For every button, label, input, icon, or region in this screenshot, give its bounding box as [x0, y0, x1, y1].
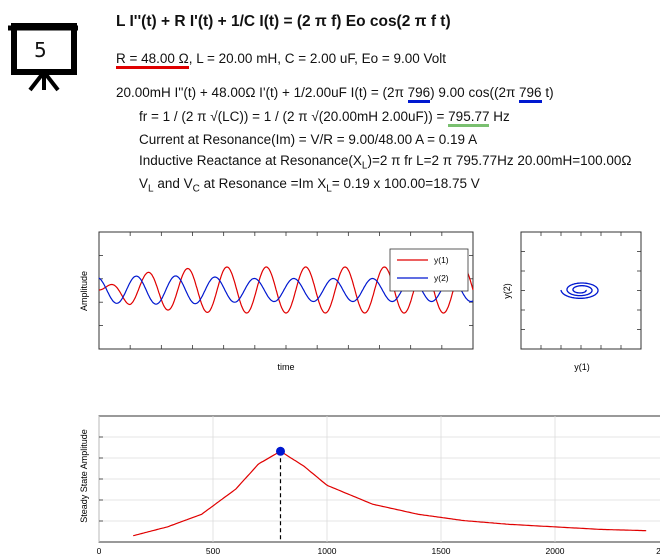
- fr-unit: Hz: [489, 109, 510, 124]
- phase-plot-ticks: [520, 231, 642, 350]
- time-plot-xlabel: time: [277, 362, 294, 372]
- time-plot: y(1) y(2) Amplitude time: [79, 231, 474, 372]
- eq-text-2: ) 9.00 cos((2π: [430, 85, 520, 100]
- parameters-rest: , L = 20.00 mH, C = 2.00 uF, Eo = 9.00 V…: [188, 51, 447, 66]
- resonance-frequency-line: fr = 1 / (2 π √(LC)) = 1 / (2 π √(20.00m…: [139, 109, 510, 127]
- resonance-xtick-label: 2000: [546, 546, 565, 556]
- frequency-value-1[interactable]: 796: [407, 85, 431, 103]
- resonance-xtick-label: 2500: [656, 546, 660, 556]
- volt-mid: and V: [153, 176, 193, 191]
- volt-sub-1: L: [148, 183, 154, 195]
- phase-plot-frame: [520, 231, 642, 350]
- resonance-xtick-label: 0: [97, 546, 102, 556]
- legend-y1-label: y(1): [434, 255, 449, 265]
- time-plot-ticks: [98, 231, 474, 350]
- volt-sub-2: C: [192, 183, 200, 195]
- current-line: Current at Resonance(Im) = V/R = 9.00/48…: [139, 132, 478, 147]
- resonance-curve: [133, 450, 647, 537]
- fr-label: fr = 1 / (2 π √(LC)) = 1 / (2 π √(20.00m…: [139, 109, 449, 124]
- slide-number: 5: [34, 38, 47, 62]
- phase-plot: y(2) y(1): [502, 231, 642, 372]
- resonance-xtick-label: 1500: [432, 546, 451, 556]
- volt-sub-3: L: [326, 183, 332, 195]
- volt-v1: V: [139, 176, 149, 191]
- frequency-value-2[interactable]: 796: [519, 85, 542, 103]
- resonance-xtick-label: 500: [206, 546, 220, 556]
- resonance-xtick-labels: 0 500 1000 1500 2000 2500: [97, 546, 660, 556]
- equation-title: L I''(t) + R I'(t) + 1/C I(t) = (2 π f) …: [116, 13, 451, 30]
- time-plot-ylabel: Amplitude: [79, 271, 89, 311]
- resonance-xtick-label: 1000: [318, 546, 337, 556]
- resonance-plot: 0 500 1000 1500 2000 2500 Steady State Amplit…: [79, 415, 660, 556]
- time-plot-legend: [389, 248, 469, 292]
- voltage-line: VL and VC at Resonance =Im XL= 0.19 x 10…: [139, 176, 480, 195]
- volt-text-c: at Resonance =Im X: [199, 176, 327, 191]
- resonance-grid: [98, 416, 660, 542]
- resonance-marker-point[interactable]: [275, 446, 285, 456]
- parameters-line: R = 48.00 Ω, L = 20.00 mH, C = 2.00 uF, …: [116, 51, 447, 69]
- phase-plot-ylabel: y(2): [502, 283, 512, 299]
- reactance-text-a: Inductive Reactance at Resonance(X: [139, 153, 362, 168]
- resonance-frequency-value[interactable]: 795.77: [448, 109, 490, 127]
- eq-text-1: 20.00mH I''(t) + 48.00Ω I'(t) + 1/2.00uF…: [116, 85, 408, 100]
- volt-text-d: = 0.19 x 100.00=18.75 V: [331, 176, 480, 191]
- substituted-equation: 20.00mH I''(t) + 48.00Ω I'(t) + 1/2.00uF…: [116, 85, 554, 103]
- legend-y2-label: y(2): [434, 273, 449, 283]
- reactance-text-b: )=2 π fr L=2 π 795.77Hz 20.00mH=100.00Ω: [367, 153, 632, 168]
- eq-text-3: t): [541, 85, 554, 100]
- phase-spiral-curve: [560, 282, 599, 299]
- reactance-line: Inductive Reactance at Resonance(XL)=2 π…: [139, 153, 631, 172]
- reactance-sub: L: [361, 160, 368, 172]
- resistance-value[interactable]: R = 48.00 Ω: [116, 51, 189, 69]
- resonance-plot-ylabel: Steady State Amplitude: [79, 429, 89, 523]
- presentation-board-icon: 5: [8, 20, 80, 92]
- phase-plot-xlabel: y(1): [574, 362, 590, 372]
